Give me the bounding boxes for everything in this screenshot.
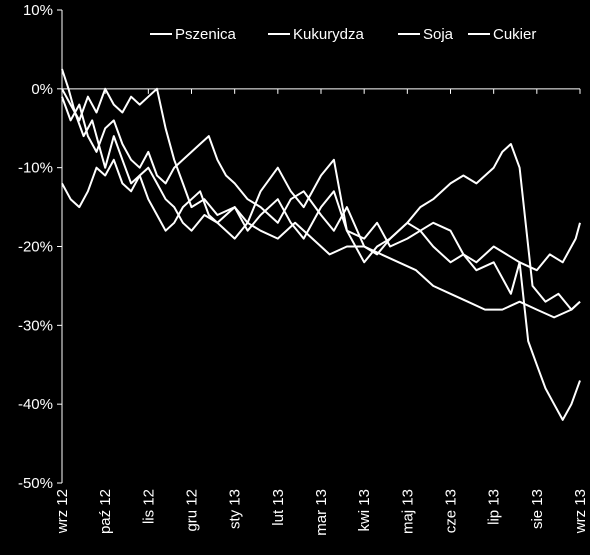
x-tick-label: wrz 13: [572, 489, 589, 534]
y-tick-label: -50%: [18, 475, 53, 492]
x-tick-label: lip 13: [486, 489, 503, 525]
legend: Pszenica Kukurydza Soja Cukier: [150, 26, 536, 43]
x-tick-label: gru 12: [184, 489, 201, 532]
series-line-cukier: [61, 87, 581, 272]
x-tick-label: sie 13: [529, 489, 546, 529]
x-tick-label: mar 13: [313, 489, 330, 536]
x-tick-label: lis 12: [140, 489, 157, 524]
legend-label-kukurydza: Kukurydza: [293, 26, 365, 43]
series-line-kukurydza: [61, 143, 581, 311]
x-tick-label: cze 13: [443, 489, 460, 533]
legend-label-pszenica: Pszenica: [175, 26, 237, 43]
x-tick-label: paź 12: [97, 489, 114, 534]
series-line-soja: [61, 96, 581, 421]
x-tick-label: lut 13: [270, 489, 287, 526]
x-tick-label: wrz 12: [54, 489, 71, 534]
y-tick-label: -30%: [18, 317, 53, 334]
series-lines: [61, 68, 581, 421]
x-tick-label: sty 13: [227, 489, 244, 529]
y-tick-label: 10%: [23, 2, 53, 19]
y-tick-label: -10%: [18, 160, 53, 177]
axes: 10% 0% -10% -20% -30% -40% -50%wrz 12 paź 12 lis…: [18, 2, 589, 536]
legend-label-cukier: Cukier: [493, 26, 536, 43]
y-tick-label: 0%: [31, 81, 53, 98]
y-tick-label: -20%: [18, 239, 53, 256]
y-tick-label: -40%: [18, 396, 53, 413]
x-tick-label: kwi 13: [356, 489, 373, 532]
x-tick-label: maj 13: [399, 489, 416, 534]
legend-label-soja: Soja: [423, 26, 454, 43]
